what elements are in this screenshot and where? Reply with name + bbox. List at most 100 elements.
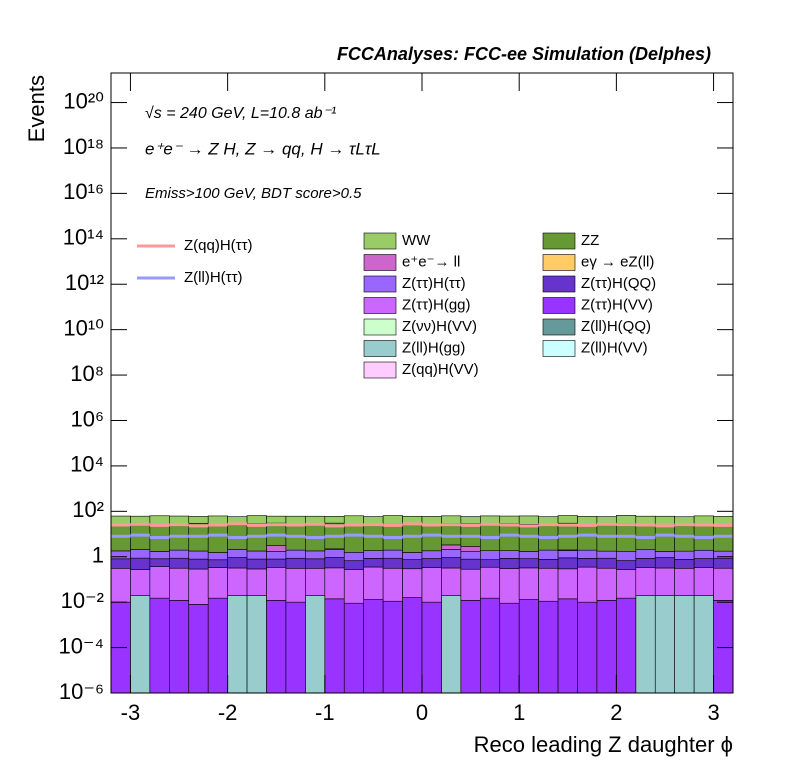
legend-label: Z(ττ)H(VV) [581, 296, 653, 313]
y-tick-label: 10⁻⁶ [59, 679, 104, 704]
histogram-bar [402, 597, 423, 694]
histogram-bar [499, 602, 520, 694]
histogram-bar [149, 566, 170, 599]
legend-swatch [542, 297, 576, 314]
histogram-bar [557, 550, 578, 559]
annotation: √s = 240 GeV, L=10.8 ab⁻¹ [145, 105, 336, 122]
x-tick-label: 3 [707, 700, 719, 725]
histogram-bar [207, 552, 228, 561]
histogram-bar [577, 601, 598, 694]
histogram-bar [149, 515, 170, 526]
histogram-bar [188, 516, 209, 524]
histogram-bar [305, 550, 326, 560]
legend-swatch [363, 254, 397, 271]
histogram-bar [227, 549, 248, 558]
histogram-bar [324, 598, 345, 694]
y-axis-label: Events [24, 75, 49, 142]
histogram-bar [616, 560, 637, 570]
histogram-bar [363, 566, 384, 600]
histogram-bar [518, 558, 539, 569]
histogram-bar [441, 557, 462, 569]
legend-swatch [363, 340, 397, 357]
histogram-bar [285, 601, 306, 694]
histogram-bar [149, 597, 170, 694]
legend-swatch [363, 232, 397, 250]
legend-swatch [542, 275, 576, 293]
histogram-bar [441, 523, 462, 546]
histogram-bar [169, 557, 190, 569]
y-tick-label: 10⁻² [61, 588, 104, 613]
legend-label: Z(ττ)H(ττ) [402, 275, 466, 292]
histogram-bar [674, 559, 695, 569]
histogram-bar [596, 600, 617, 694]
histogram-bar [246, 515, 267, 525]
histogram-bar [305, 558, 326, 569]
histogram-bar [421, 550, 442, 559]
y-tick-label: 10²⁰ [63, 88, 104, 113]
histogram-bar [674, 550, 695, 560]
x-tick-label: -2 [218, 700, 238, 725]
histogram-bar [421, 558, 442, 568]
histogram-bar [130, 557, 151, 570]
histogram-bar [227, 595, 248, 694]
y-tick-label: 10⁶ [70, 406, 104, 431]
histogram-bar [266, 544, 287, 552]
histogram-bar [227, 557, 248, 569]
legend-swatch [363, 318, 397, 336]
histogram-bar [305, 567, 326, 596]
y-tick-label: 10⁸ [70, 361, 104, 386]
histogram-bar [499, 515, 520, 524]
histogram-bar [324, 567, 345, 600]
histogram-bar [227, 567, 248, 596]
histogram-bar [324, 516, 345, 524]
histogram-bar [130, 569, 151, 596]
histogram-bar [499, 558, 520, 569]
histogram-bar [382, 557, 403, 569]
x-tick-label: 1 [513, 700, 525, 725]
histogram-bar [402, 523, 423, 553]
histogram-bar [343, 523, 364, 553]
histogram-bar [577, 524, 598, 551]
legend-swatch [542, 254, 576, 271]
legend-swatch [542, 318, 576, 336]
legend-label: Z(ll)H(VV) [581, 339, 648, 356]
histogram-bar [674, 595, 695, 694]
histogram-bar [518, 551, 539, 559]
histogram-bar [713, 516, 734, 525]
histogram-bar [713, 600, 734, 694]
histogram-bar [421, 524, 442, 552]
histogram-bar [169, 549, 190, 559]
histogram-bar [693, 567, 714, 596]
histogram-bar [188, 558, 209, 570]
legend-label: Z(νν)H(VV) [402, 318, 477, 335]
histogram-bar [441, 544, 462, 550]
histogram-bar [441, 567, 462, 596]
histogram-bar [285, 557, 306, 569]
y-tick-label: 10¹⁰ [63, 315, 104, 340]
histogram-bar [246, 568, 267, 596]
histogram-bar [110, 567, 131, 603]
histogram-bar [635, 558, 656, 568]
x-tick-label: -1 [315, 700, 335, 725]
histogram-bar [654, 515, 675, 526]
histogram-bar [207, 597, 228, 694]
histogram-bar [674, 524, 695, 552]
histogram-bar [460, 600, 481, 694]
histogram-bar [480, 550, 501, 560]
histogram-bar [518, 567, 539, 600]
histogram-bar [130, 549, 151, 559]
x-axis-label: Reco leading Z daughter ϕ [474, 732, 733, 757]
histogram-bar [382, 567, 403, 602]
histogram-bar [596, 557, 617, 569]
histogram-bar [130, 595, 151, 694]
y-tick-label: 10¹⁸ [63, 134, 104, 159]
histogram-bar [557, 557, 578, 570]
histogram-bar [266, 551, 287, 560]
histogram-bar [480, 566, 501, 599]
histogram-bar [499, 568, 520, 604]
histogram-bar [538, 549, 559, 560]
x-tick-label: 0 [416, 700, 428, 725]
histogram-bar [654, 551, 675, 558]
legend-label: eγ → eZ(ll) [581, 253, 654, 270]
histogram-bar [499, 550, 520, 559]
